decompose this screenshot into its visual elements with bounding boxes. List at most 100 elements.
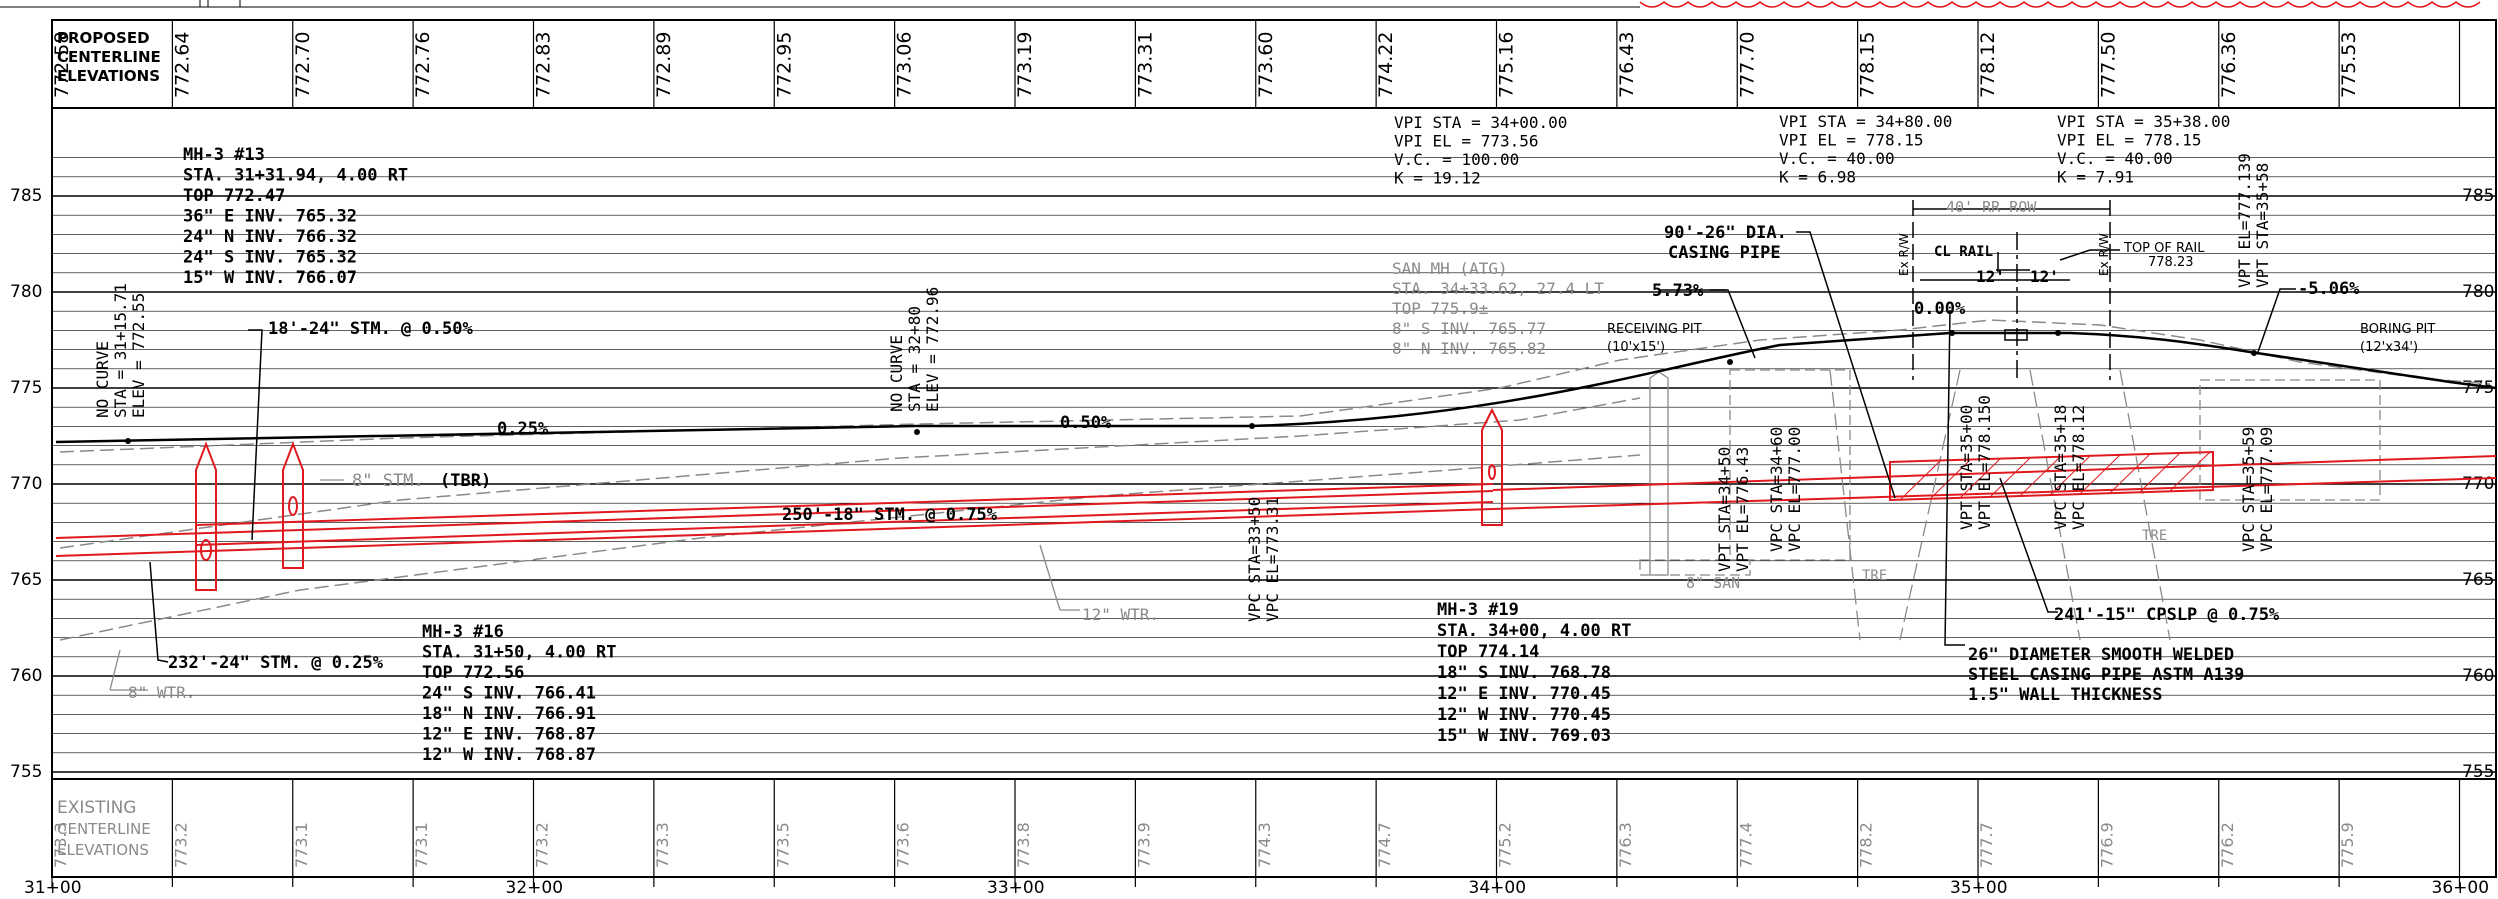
station-label: 31+00 — [24, 878, 82, 898]
proposed-elevation: 776.36 — [2218, 32, 2240, 98]
vpt-35a-note: VPT EL=778.150 — [1975, 395, 1994, 530]
mh16-note: MH-3 #16 — [422, 622, 504, 642]
header-label-3: ELEVATIONS — [57, 67, 160, 85]
no-curve-note-2: NO CURVE — [887, 335, 906, 412]
tre-label-left: TRE — [1862, 568, 1887, 584]
grade-025-label: 0.25% — [497, 419, 549, 439]
boring-pit-note: BORING PIT — [2360, 322, 2435, 337]
mh13-note: 24" N INV. 766.32 — [183, 227, 357, 247]
stm-18-label: 18'-24" STM. @ 0.50% — [268, 319, 473, 339]
vpi3-note: VPI STA = 35+38.00 — [2057, 112, 2230, 131]
vpi2-note: V.C. = 40.00 — [1779, 149, 1895, 168]
mh19-note: STA. 34+00, 4.00 RT — [1437, 621, 1631, 641]
elevation-label-right: 765 — [2462, 570, 2494, 590]
station-label: 34+00 — [1469, 878, 1527, 898]
vpi2-note: VPI STA = 34+80.00 — [1779, 112, 1952, 131]
grade-000-label: 0.00% — [1914, 299, 1966, 319]
existing-elevation: 774.3 — [1255, 822, 1274, 868]
mh16-note: STA. 31+50, 4.00 RT — [422, 643, 616, 663]
proposed-elevation: 772.83 — [533, 32, 555, 98]
no-curve-note-2: ELEV = 772.96 — [923, 287, 942, 412]
top-of-rail-label: TOP OF RAIL — [2123, 241, 2205, 256]
existing-elevation: 776.2 — [2218, 822, 2237, 868]
vpi3-note: V.C. = 40.00 — [2057, 149, 2173, 168]
wtr-8-label: 8" WTR. — [128, 683, 195, 702]
proposed-centerline-profile — [55, 331, 2497, 444]
existing-elevation: 773.6 — [894, 822, 913, 868]
manholes — [195, 407, 1503, 591]
vpc-35b-note: VPC STA=35+18 — [2051, 405, 2070, 530]
existing-elevation: 774.7 — [1375, 822, 1394, 868]
ex-rw-right: Ex R/W — [2097, 233, 2111, 276]
vpt-34-note: VPT STA=34+50 — [1715, 447, 1734, 572]
existing-elevation: 773.2 — [533, 822, 552, 868]
proposed-elevation: 773.60 — [1255, 32, 1277, 98]
profile-control-points — [125, 330, 2257, 444]
mh16-note: 12" E INV. 768.87 — [422, 725, 596, 745]
casing-hatch — [1899, 451, 2211, 501]
station-axis-labels: 31+00 32+00 33+00 34+00 35+00 36+00 — [24, 878, 2489, 898]
leader-lines — [149, 200, 2296, 663]
existing-elevation: 775.2 — [1496, 822, 1515, 868]
footer-label-1: EXISTING — [57, 798, 136, 818]
vpi1-note: VPI EL = 773.56 — [1394, 132, 1539, 151]
existing-elevation: 773.1 — [292, 822, 311, 868]
no-curve-note-1: ELEV = 772.55 — [129, 293, 148, 418]
receiving-pit-note: (10'x15') — [1607, 340, 1665, 355]
casing-label-1: 90'-26" DIA. — [1664, 223, 1787, 243]
san-mh-note: SAN MH (ATG) — [1392, 259, 1508, 278]
proposed-elevation-values: 772.58 772.64 772.70 772.76 772.83 772.89 772.… — [51, 32, 2360, 98]
top-margin-marks — [0, 0, 1640, 8]
existing-elevation: 773.2 — [171, 822, 190, 868]
vpt-35d-note: VPT EL=777.139 — [2235, 153, 2254, 288]
proposed-elevation: 775.16 — [1496, 32, 1518, 98]
existing-elevation: 775.9 — [2338, 822, 2357, 868]
frame — [51, 19, 2497, 878]
existing-elevation: 773.3 — [653, 822, 672, 868]
manhole-13 — [195, 441, 217, 591]
elevation-label-right: 770 — [2462, 474, 2494, 494]
rr-row-label: 40' RR ROW — [1946, 198, 2037, 216]
stm-232-label: 232'-24" STM. @ 0.25% — [168, 653, 384, 673]
existing-elevation: 778.2 — [1857, 822, 1876, 868]
grade-573-label: 5.73% — [1652, 281, 1704, 301]
proposed-elevation: 772.58 — [51, 32, 73, 98]
mh16-note: 18" N INV. 766.91 — [422, 704, 596, 724]
vpt-35d-note: VPT STA=35+58 — [2253, 163, 2272, 288]
elevation-label-right: 760 — [2462, 666, 2494, 686]
vpc-35c-note: VPC EL=777.09 — [2257, 427, 2276, 552]
mh16-note: TOP 772.56 — [422, 663, 524, 683]
mh13-note: 36" E INV. 765.32 — [183, 207, 357, 227]
proposed-elevation: 778.12 — [1977, 32, 1999, 98]
proposed-elevation: 774.22 — [1375, 32, 1397, 98]
manhole-16 — [282, 441, 304, 569]
vpt-34-note: VPT EL=776.43 — [1733, 447, 1752, 572]
san-mh-note: 8" N INV. 765.82 — [1392, 339, 1546, 358]
mh19-note: MH-3 #19 — [1437, 600, 1519, 620]
existing-elevation: 776.3 — [1616, 822, 1635, 868]
receiving-pit-note: RECEIVING PIT — [1607, 322, 1702, 337]
vpi2-note: K = 6.98 — [1779, 168, 1856, 187]
header-label-2: CENTERLINE — [57, 48, 161, 66]
no-curve-note-1: NO CURVE — [93, 341, 112, 418]
storm-pipes — [55, 450, 2497, 557]
proposed-elevation: 772.70 — [292, 32, 314, 98]
no-curve-note-2: STA = 32+80 — [905, 306, 924, 412]
proposed-elevation: 772.95 — [773, 32, 795, 98]
vpi1-note: K = 19.12 — [1394, 169, 1481, 188]
footer-label-2: CENTERLINE — [57, 820, 151, 838]
existing-elevation-values: 773.3 773.2 773.1 773.1 773.2 773.3 773.5 773.6… — [51, 822, 2357, 868]
mh13-note: TOP 772.47 — [183, 186, 285, 206]
dim-12-right: 12' — [2030, 267, 2059, 286]
proposed-elevation: 773.31 — [1134, 32, 1156, 98]
vpi3-note: K = 7.91 — [2057, 168, 2134, 187]
cpslp-label: 241'-15" CPSLP @ 0.75% — [2054, 605, 2280, 625]
existing-elevation: 773.9 — [1134, 822, 1153, 868]
header-label-1: PROPOSED — [57, 29, 150, 47]
san-mh-note: TOP 775.9± — [1392, 299, 1488, 318]
mh19-note: TOP 774.14 — [1437, 642, 1539, 662]
proposed-elevation: 775.53 — [2338, 32, 2360, 98]
stm-8-label: 8" STM. — [352, 471, 424, 491]
